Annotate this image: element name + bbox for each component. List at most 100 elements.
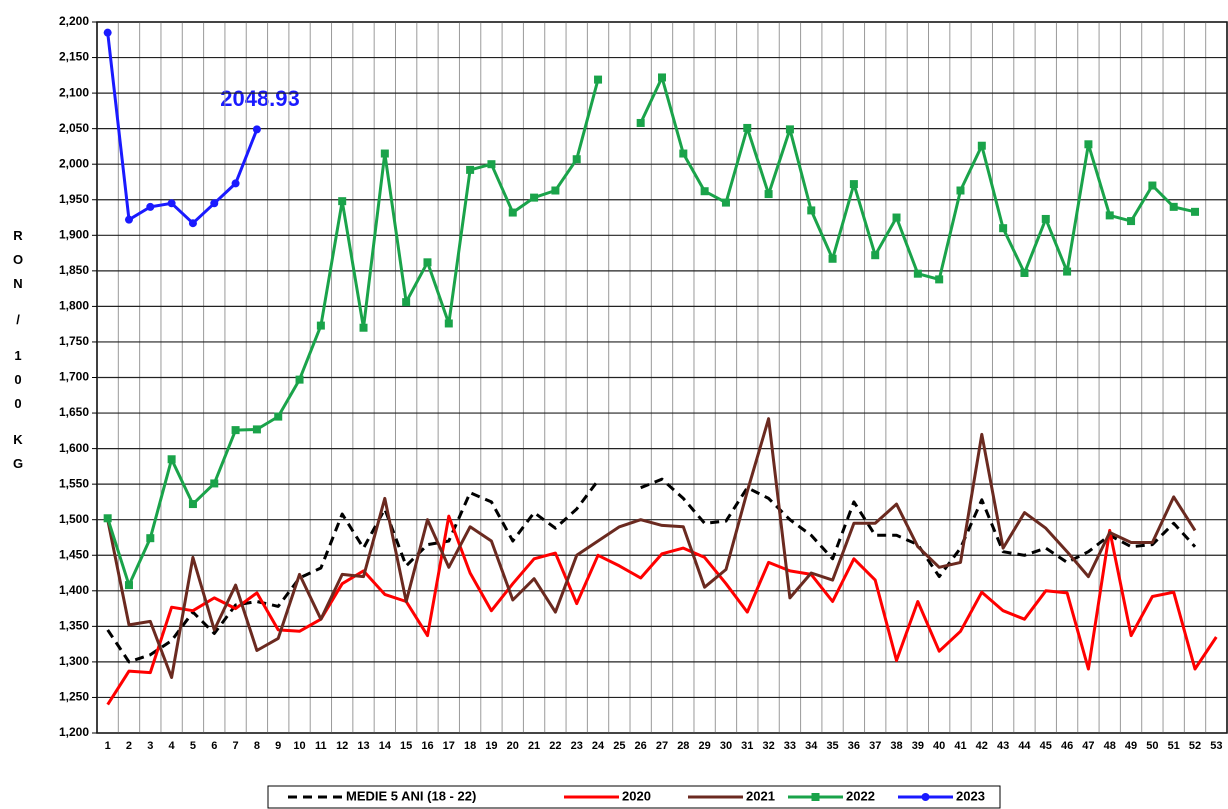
data-point [892, 213, 901, 222]
data-point [935, 275, 944, 284]
legend-label: 2020 [622, 788, 651, 803]
data-point [444, 319, 453, 328]
legend-label: 2023 [956, 788, 985, 803]
x-tick-label: 50 [1146, 740, 1158, 752]
data-point [956, 186, 965, 195]
y-tick-label: 1,700 [59, 370, 89, 384]
data-point [338, 197, 347, 206]
x-tick-label: 27 [656, 740, 668, 752]
data-point [167, 199, 176, 208]
data-point [252, 425, 261, 434]
x-tick-label: 40 [933, 740, 945, 752]
data-point [1191, 207, 1200, 216]
data-point [188, 219, 197, 228]
y-tick-label: 1,350 [59, 619, 89, 633]
y-tick-label: 2,100 [59, 85, 89, 99]
y-tick-label: 1,200 [59, 725, 89, 739]
data-point [231, 426, 240, 435]
data-point [146, 202, 155, 211]
x-tick-label: 44 [1018, 740, 1031, 752]
x-tick-label: 30 [720, 740, 732, 752]
data-point [231, 179, 240, 188]
data-point [423, 258, 432, 267]
y-tick-label: 2,150 [59, 50, 89, 64]
x-tick-label: 38 [890, 740, 902, 752]
y-tick-label: 1,900 [59, 227, 89, 241]
y-tick-label: 1,850 [59, 263, 89, 277]
data-point [1020, 268, 1029, 277]
data-point [124, 581, 133, 590]
x-tick-label: 1 [105, 740, 111, 752]
x-tick-label: 19 [485, 740, 497, 752]
y-axis-label: R O N/1 0 0 K G [13, 228, 23, 471]
x-tick-label: 42 [976, 740, 988, 752]
data-point [849, 180, 858, 189]
y-tick-label: 1,250 [59, 690, 89, 704]
data-point [913, 269, 922, 278]
x-tick-label: 12 [336, 740, 348, 752]
x-tick-label: 20 [507, 740, 519, 752]
data-point [1105, 211, 1114, 220]
x-tick-label: 24 [592, 740, 605, 752]
data-point [274, 412, 283, 421]
x-tick-label: 51 [1168, 740, 1180, 752]
x-tick-label: 4 [169, 740, 176, 752]
legend-marker [921, 793, 930, 801]
y-tick-label: 1,750 [59, 334, 89, 348]
legend-label: MEDIE 5 ANI (18 - 22) [346, 788, 476, 803]
y-tick-label: 1,550 [59, 476, 89, 490]
series-line [106, 417, 1197, 679]
data-point [764, 190, 773, 199]
x-tick-label: 17 [443, 740, 455, 752]
x-tick-label: 11 [315, 740, 327, 752]
x-tick-label: 29 [699, 740, 711, 752]
y-tick-label: 1,650 [59, 405, 89, 419]
x-tick-label: 34 [805, 740, 818, 752]
x-tick-label: 49 [1125, 740, 1137, 752]
data-point [103, 28, 112, 37]
legend-label: 2021 [746, 788, 775, 803]
data-point [977, 141, 986, 150]
data-point [295, 375, 304, 384]
x-tick-label: 6 [211, 740, 217, 752]
data-point [316, 321, 325, 330]
data-point [999, 224, 1008, 233]
data-point [380, 149, 389, 158]
data-point [1063, 267, 1072, 276]
legend [267, 785, 1001, 809]
data-point [1084, 140, 1093, 149]
data-point [721, 198, 730, 207]
data-point [871, 251, 880, 260]
annotation: 2048.93 [220, 86, 300, 111]
data-point [572, 155, 581, 164]
data-point [167, 455, 176, 464]
x-tick-label: 32 [762, 740, 774, 752]
x-tick-label: 18 [464, 740, 476, 752]
x-tick-label: 46 [1061, 740, 1073, 752]
x-tick-label: 47 [1082, 740, 1094, 752]
y-tick-label: 1,500 [59, 512, 89, 526]
data-point [1169, 202, 1178, 211]
data-point [359, 323, 368, 332]
data-point [103, 514, 112, 523]
x-tick-label: 9 [275, 740, 281, 752]
data-point [508, 208, 517, 217]
x-tick-label: 31 [741, 740, 753, 752]
data-point [785, 125, 794, 134]
x-tick-label: 5 [190, 740, 196, 752]
data-point [551, 186, 560, 195]
y-tick-label: 2,000 [59, 156, 89, 170]
data-point [807, 206, 816, 215]
y-tick-label: 1,950 [59, 192, 89, 206]
data-point [146, 534, 155, 543]
x-tick-label: 37 [869, 740, 881, 752]
x-tick-label: 52 [1189, 740, 1201, 752]
x-tick-label: 16 [421, 740, 433, 752]
y-tick-label: 2,050 [59, 121, 89, 135]
x-tick-label: 23 [571, 740, 583, 752]
data-point [658, 73, 666, 82]
x-tick-label: 48 [1104, 740, 1116, 752]
x-tick-label: 43 [997, 740, 1009, 752]
x-tick-label: 13 [357, 740, 369, 752]
data-point [1127, 217, 1136, 226]
